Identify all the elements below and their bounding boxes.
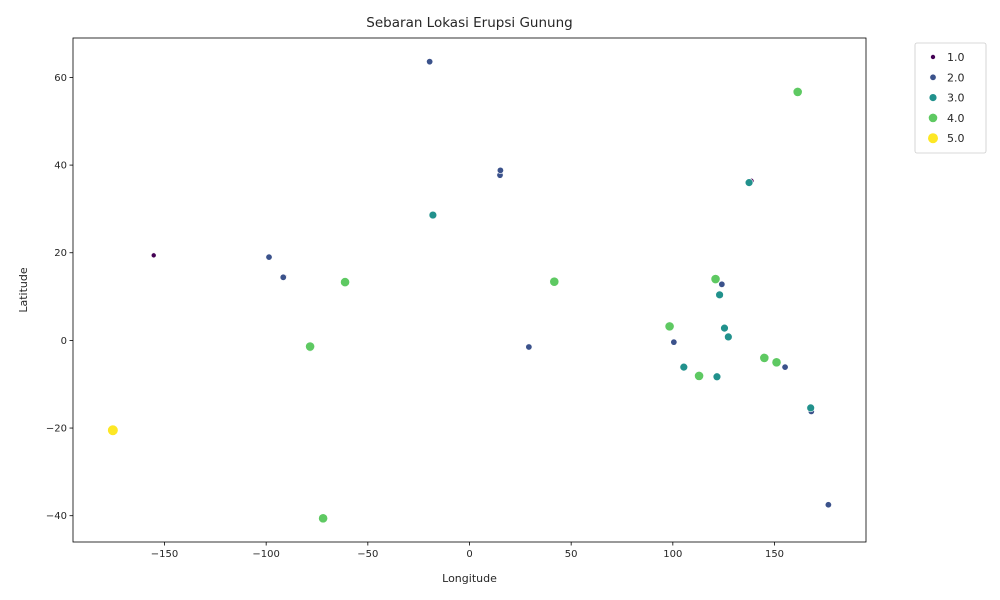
chart-title: Sebaran Lokasi Erupsi Gunung [366,15,572,31]
y-tick-label: 60 [54,73,67,84]
data-point [824,501,832,509]
x-tick-label: 150 [765,549,784,560]
data-point [150,252,157,259]
data-point [744,178,754,187]
data-point [710,274,721,284]
y-tick-label: −40 [46,511,67,522]
x-axis-label: Longitude [442,572,497,585]
data-point [781,363,789,371]
legend-marker [929,73,937,81]
x-tick-label: −150 [151,549,178,560]
data-point [806,403,815,413]
data-point [549,276,560,287]
x-tick-label: −50 [357,549,378,560]
data-point [759,353,770,363]
plot-frame [72,37,867,543]
data-point [679,362,689,372]
y-axis-label: Latitude [17,267,30,313]
legend-label: 4.0 [947,112,965,125]
x-tick-label: 50 [565,549,578,560]
x-axis-ticks: −150 −100 −50 0 50 100 150 [151,542,784,560]
x-tick-label: 0 [466,549,472,560]
y-axis-ticks: −40 −20 0 20 40 60 [46,73,73,522]
data-point [305,341,315,352]
legend-label: 3.0 [947,92,965,105]
legend-label: 2.0 [947,71,965,84]
x-tick-label: 100 [663,549,682,560]
data-point [525,343,533,351]
legend-marker [928,93,938,102]
legend-marker [930,54,936,60]
data-point [426,58,434,66]
legend-label: 1.0 [947,51,965,64]
legend-marker [927,132,939,144]
data-point [771,357,782,368]
data-point [664,321,675,332]
data-point [670,338,678,346]
data-point [428,210,438,220]
y-tick-label: 20 [54,248,67,259]
data-point [265,253,273,261]
legend-label: 5.0 [947,132,965,145]
data-point [318,513,328,524]
y-tick-label: 40 [54,161,67,172]
data-point [340,277,350,288]
legend: 1.0 2.0 3.0 4.0 5.0 [914,42,987,154]
y-tick-label: −20 [46,424,67,435]
data-point [724,332,733,342]
data-point [107,424,119,436]
y-tick-label: 0 [61,336,67,347]
data-point [792,87,803,97]
data-point [720,323,729,333]
data-point [496,166,504,174]
data-point [712,372,722,381]
legend-marker [928,113,938,123]
x-tick-label: −100 [252,549,279,560]
data-point [718,280,726,288]
data-point [715,290,724,300]
legend-frame [914,42,987,154]
data-point [694,370,704,381]
data-point [279,273,287,281]
points-layer [107,58,832,524]
